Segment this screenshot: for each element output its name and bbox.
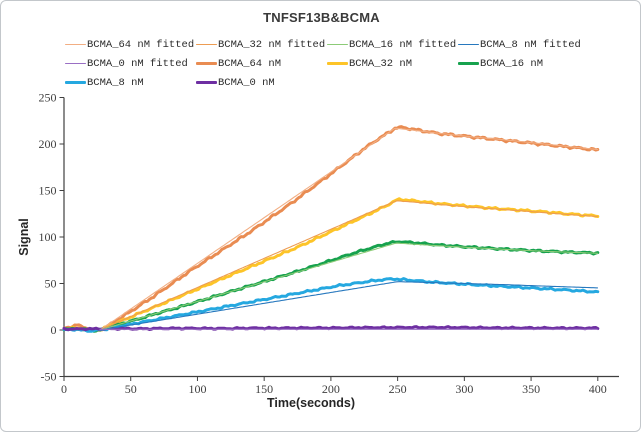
x-axis-title: Time(seconds) (267, 396, 355, 410)
x-tick-label: 200 (322, 382, 340, 396)
y-axis-title: Signal (17, 218, 31, 256)
y-tick-label: 250 (39, 91, 57, 105)
y-tick-label: 50 (45, 277, 57, 291)
y-tick-label: 100 (39, 230, 57, 244)
y-tick-label: 0 (51, 323, 57, 337)
x-tick-label: 150 (255, 382, 273, 396)
x-tick-label: 0 (61, 382, 67, 396)
chart-canvas: -50 0 50 100 150 200 250 0 50 100 150 200 250 300 350 4… (1, 1, 641, 432)
axes (64, 98, 619, 377)
x-tick-label: 100 (188, 382, 206, 396)
series-line-bcma-32-nm-fitted (100, 201, 598, 330)
chart-figure: TNFSF13B&BCMA BCMA_64 nM fittedBCMA_32 n… (0, 0, 641, 432)
y-tick-label: -50 (41, 370, 57, 384)
y-tick-label: 150 (39, 184, 57, 198)
x-tick-label: 400 (589, 382, 607, 396)
y-tick-label: 200 (39, 137, 57, 151)
x-tick-label: 250 (389, 382, 407, 396)
x-tick-label: 50 (125, 382, 137, 396)
x-tick-label: 300 (455, 382, 473, 396)
tick-labels: -50 0 50 100 150 200 250 0 50 100 150 200 250 300 350 4… (39, 91, 607, 397)
series-lines (64, 127, 598, 332)
x-tick-label: 350 (522, 382, 540, 396)
